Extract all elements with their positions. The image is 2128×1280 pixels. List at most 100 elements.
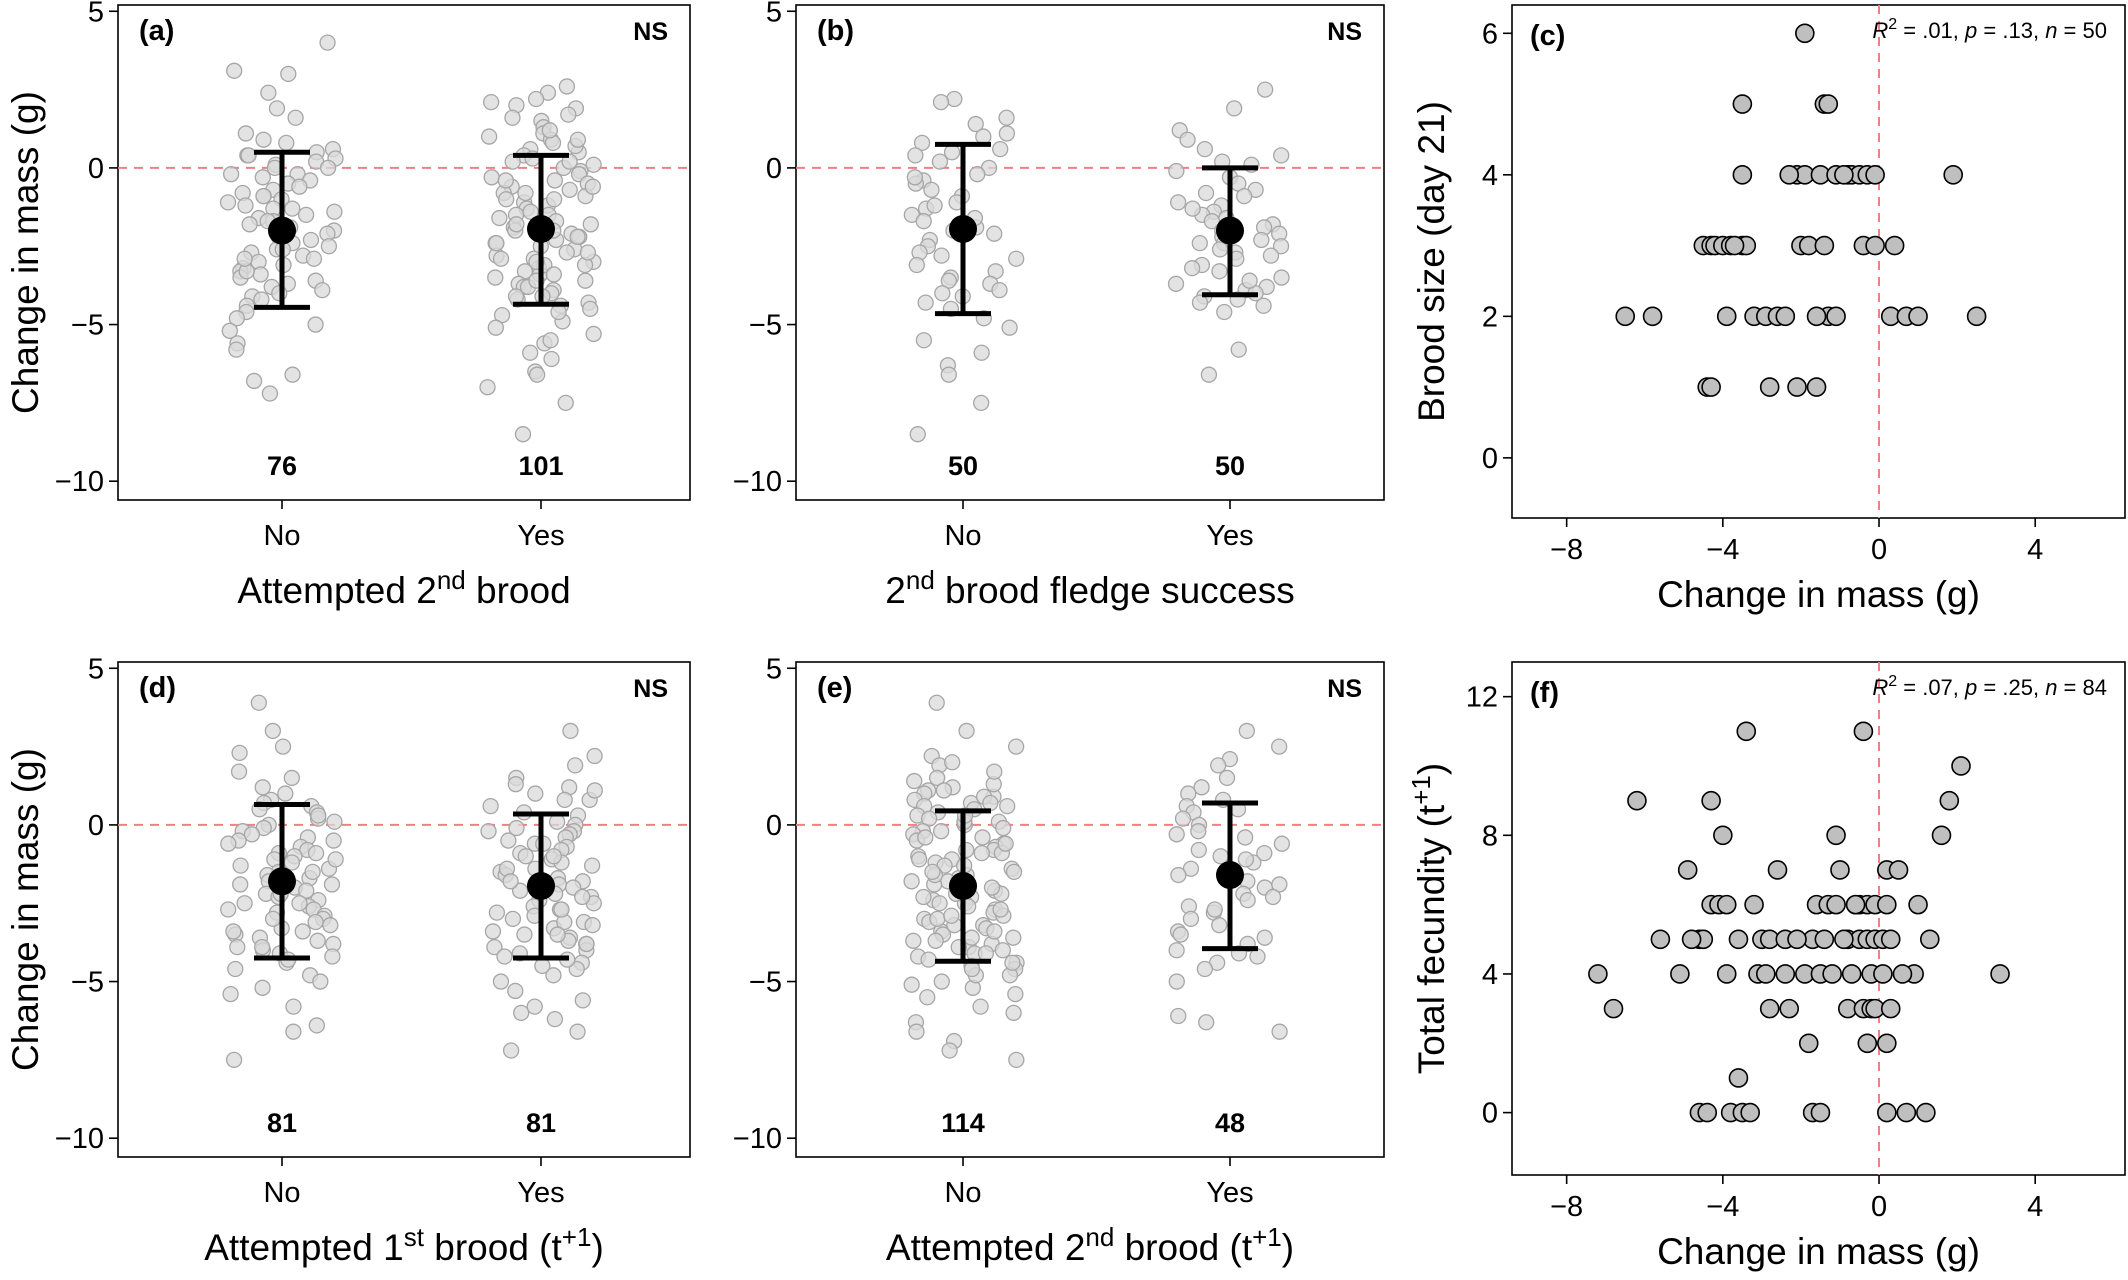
jitter-point [1271,1023,1288,1040]
jitter-point [326,813,343,830]
scatter-point [1670,964,1690,984]
significance-label: NS [633,675,668,703]
jitter-point [995,819,1012,837]
x-axis-title-post: brood fledge success [935,570,1295,611]
stats-text: , [2033,675,2045,700]
jitter-point [284,200,301,217]
jitter-point [541,122,558,139]
jitter-point [549,926,566,943]
mean-point [949,215,977,244]
jitter-point [522,344,539,361]
jitter-point [913,134,931,151]
jitter-point [569,131,587,148]
jitter-point [974,829,991,846]
stats-text: = [1977,18,2002,43]
jitter-point [991,281,1008,299]
scatter-point [1865,165,1885,185]
jitter-point [561,181,578,198]
jitter-point [986,225,1003,242]
scatter-point [1908,306,1928,327]
stats-p-value: .25 [2002,675,2033,700]
jitter-point [1273,147,1290,164]
y-tick-label: 0 [1482,443,1498,475]
jitter-point [232,857,249,874]
scatter-point [1615,306,1636,327]
jitter-point [923,181,940,198]
y-axis-title-sup: +1 [1406,775,1436,805]
jitter-point [578,935,595,953]
x-axis-title-post: brood [466,570,571,611]
jitter-point [254,979,271,996]
scatter-point [1892,964,1913,984]
jitter-point [280,65,297,83]
sample-size-label: 76 [267,451,297,481]
jitter-point [1170,866,1187,884]
scatter-point [1916,1102,1936,1123]
y-tick-label: −10 [55,466,104,498]
jitter-point [586,782,603,799]
scatter-point [1877,894,1897,915]
scatter-point [1744,894,1764,915]
mean-point [949,872,977,901]
jitter-point [222,985,239,1003]
jitter-point [562,722,579,740]
jitter-point [241,216,258,233]
stats-text: = [1977,675,2002,700]
jitter-point [526,998,543,1015]
stats-text: R [1872,675,1888,700]
y-tick-label: 5 [766,0,782,28]
jitter-point [307,913,324,931]
x-axis-title: Attempted 2nd brood [237,565,570,611]
jitter-point [903,873,920,890]
jitter-point [254,779,271,796]
stats-text: = [1897,675,1922,700]
jitter-point [487,319,504,336]
jitter-point [973,394,990,412]
jitter-point [946,90,963,108]
jitter-point [908,1023,925,1040]
jitter-point [1172,926,1189,943]
jitter-point [320,238,338,255]
sample-size-label: 114 [941,1108,985,1138]
jitter-point [903,976,920,993]
x-axis-title-post: brood (t [1114,1227,1253,1268]
jitter-point [516,926,533,943]
scatter-point [1650,929,1671,950]
jitter-point [507,288,525,305]
stats-text: = [1897,18,1922,43]
jitter-point [502,873,519,890]
jitter-point [480,823,497,840]
jitter-point [553,901,570,918]
jitter-point [967,115,984,133]
scatter-point [1966,306,1987,327]
jitter-point [986,923,1003,940]
scatter-point [1775,964,1796,984]
jitter-point [1001,319,1018,336]
jitter-point [243,826,261,843]
jitter-point [917,829,934,846]
jitter-point [287,109,304,126]
y-tick-label: −10 [733,1123,782,1155]
jitter-point [237,197,254,214]
jitter-point [534,957,551,975]
stats-text: , [1953,675,1965,700]
x-axis-title: Change in mass (g) [1657,1231,1980,1272]
jitter-point [905,932,922,949]
scatter-point [1759,377,1780,397]
jitter-point [517,848,534,865]
x-axis-title-sup: nd [437,565,466,595]
panel-tag: (c) [1530,20,1565,52]
scatter-point [1787,929,1807,950]
jitter-point [920,951,937,968]
jitter-point [1184,200,1201,217]
jitter-point [1170,194,1187,211]
jitter-point [584,917,601,934]
jitter-point [1008,1051,1025,1069]
jitter-point [928,694,945,711]
stats-p-value: .13 [2002,18,2033,43]
stats-r2-value: .07 [1922,675,1953,700]
jitter-point [1168,942,1185,959]
jitter-point [546,172,563,189]
jitter-point [558,244,575,261]
jitter-point [566,757,584,774]
